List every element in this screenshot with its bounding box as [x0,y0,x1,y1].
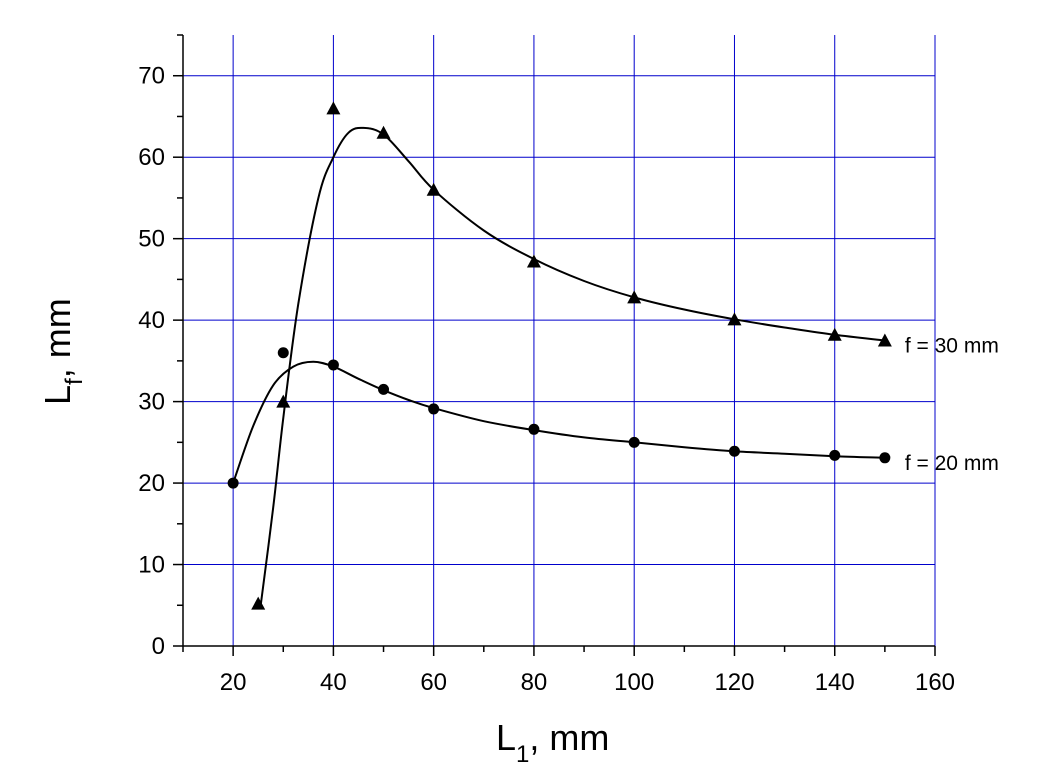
circle-marker [728,445,740,457]
y-tick-label: 20 [138,470,165,497]
triangle-marker [376,125,391,139]
x-axis-title: L1, mm [496,717,609,768]
axes [173,34,936,656]
y-axis-title-suffix: , mm [37,298,78,378]
y-tick-label: 0 [152,633,165,660]
data-markers [227,101,892,610]
triangle-marker [426,182,441,196]
circle-marker [378,383,390,395]
grid [183,35,936,646]
x-tick-label: 160 [915,669,955,696]
triangle-marker [276,394,291,408]
circle-marker [528,423,540,435]
y-tick-label: 60 [138,144,165,171]
circle-marker [277,347,289,359]
x-tick-label: 140 [815,669,855,696]
circle-marker [628,436,640,448]
triangle-marker [827,327,842,341]
circle-marker [428,403,440,415]
x-tick-label: 100 [614,669,654,696]
series-label: f = 20 mm [905,452,999,475]
labels: 20 40 60 80 100 120 140 160 0 10 20 30 40 50 60 70 f = 3… [138,63,999,696]
triangle-marker [727,312,742,326]
fit-curve [232,360,885,484]
triangle-marker [251,596,266,610]
triangle-marker [877,333,892,347]
y-tick-label: 30 [138,389,165,416]
y-axis-title-main: L [37,385,78,405]
x-tick-label: 80 [521,669,548,696]
y-tick-label: 70 [138,63,165,90]
triangle-marker [526,254,541,268]
x-tick-label: 60 [420,669,447,696]
x-tick-label: 40 [320,669,347,696]
x-axis-title-main: L [496,717,516,758]
y-axis-title: Lf, mm [37,298,88,405]
x-tick-label: 120 [714,669,754,696]
triangle-marker [326,101,341,115]
circle-marker [227,477,239,489]
triangle-marker [627,290,642,304]
circle-marker [327,359,339,371]
x-axis-title-suffix: , mm [529,717,609,758]
x-tick-label: 20 [220,669,247,696]
circle-marker [829,449,841,461]
fit-curve [259,126,886,606]
y-axis-title-sub: f [61,378,88,385]
y-tick-label: 40 [138,307,165,334]
x-axis-title-sub: 1 [516,741,529,768]
y-tick-label: 50 [138,226,165,253]
y-tick-label: 10 [138,552,165,579]
series-label: f = 30 mm [905,335,999,358]
circle-marker [879,452,891,464]
